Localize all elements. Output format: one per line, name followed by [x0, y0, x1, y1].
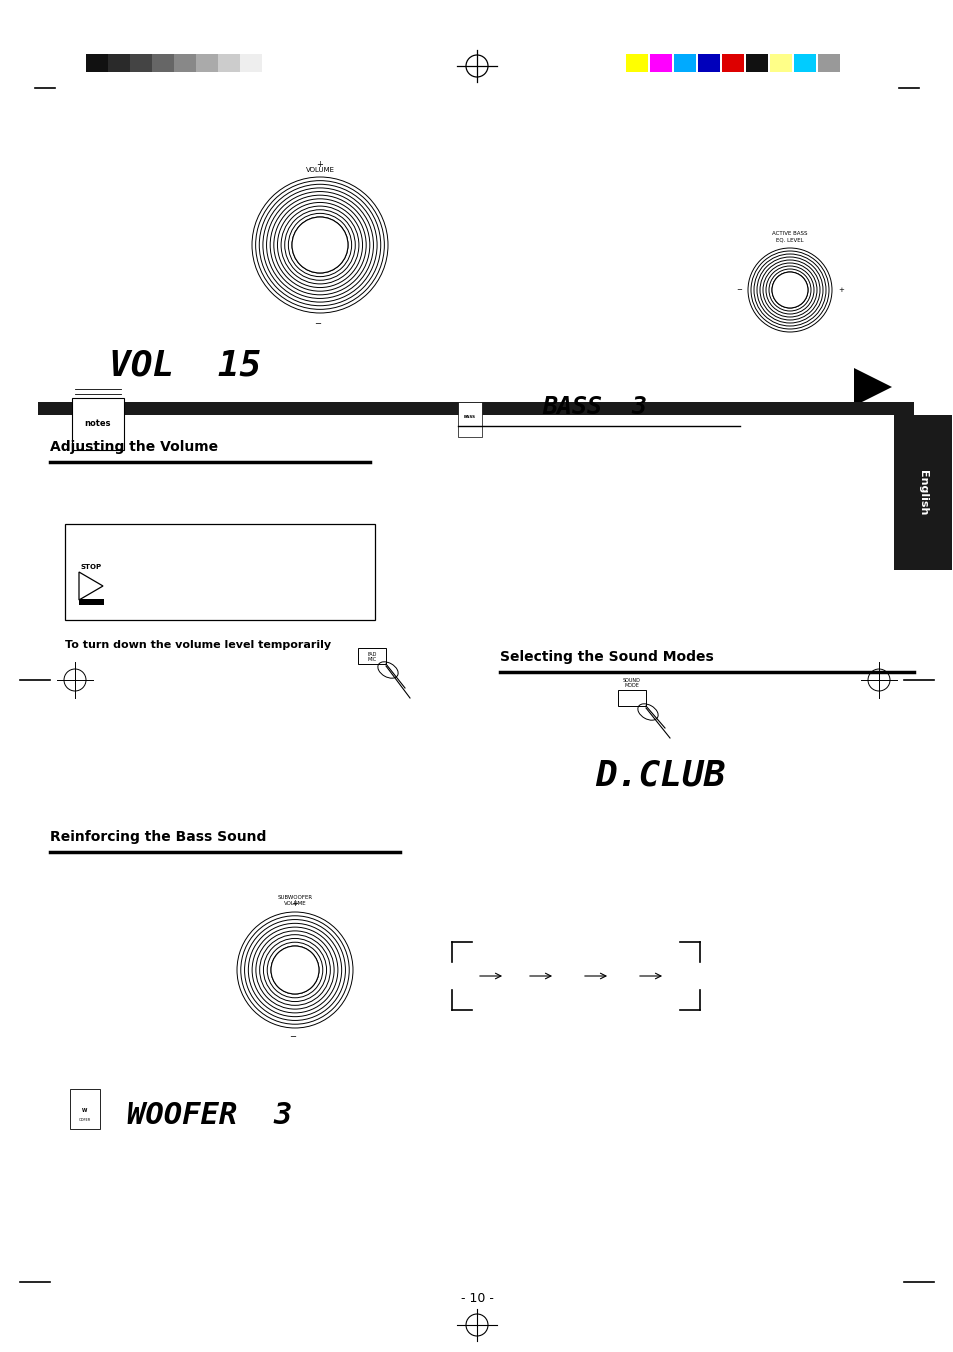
Circle shape: [771, 272, 807, 308]
Text: D.CLUB: D.CLUB: [594, 758, 724, 792]
Bar: [65, 525, 375, 621]
Text: - 10 -: - 10 -: [460, 1291, 493, 1305]
Bar: [673, 54, 696, 72]
Bar: [108, 54, 130, 72]
Text: −: −: [736, 287, 741, 293]
Polygon shape: [853, 368, 891, 406]
Text: SUBWOOFER
VOLUME: SUBWOOFER VOLUME: [277, 895, 313, 906]
Bar: [79, 599, 104, 604]
Circle shape: [292, 218, 348, 273]
Bar: [240, 54, 262, 72]
Bar: [769, 54, 791, 72]
Bar: [357, 648, 386, 664]
Text: VOL  15: VOL 15: [109, 347, 261, 383]
Text: To turn down the volume level temporarily: To turn down the volume level temporaril…: [65, 639, 331, 650]
Text: SOUND
MODE: SOUND MODE: [622, 677, 640, 688]
Text: VOLUME: VOLUME: [305, 168, 335, 173]
Bar: [195, 54, 218, 72]
Circle shape: [271, 946, 318, 994]
Bar: [86, 54, 108, 72]
Text: WOOFER  3: WOOFER 3: [127, 1101, 293, 1129]
Bar: [618, 690, 645, 706]
Text: OOFER: OOFER: [79, 1118, 91, 1122]
Bar: [649, 54, 671, 72]
Text: +: +: [837, 287, 843, 293]
Text: W: W: [82, 1107, 88, 1113]
Bar: [893, 415, 951, 571]
Text: +: +: [316, 160, 323, 169]
Bar: [625, 54, 647, 72]
Text: English: English: [917, 469, 927, 515]
Text: ACTIVE BASS
EQ. LEVEL: ACTIVE BASS EQ. LEVEL: [771, 231, 807, 242]
Bar: [218, 54, 240, 72]
Text: notes: notes: [85, 419, 112, 429]
Bar: [70, 1088, 100, 1129]
Bar: [698, 54, 720, 72]
Bar: [457, 402, 481, 437]
Bar: [152, 54, 173, 72]
Text: Adjusting the Volume: Adjusting the Volume: [50, 439, 218, 454]
Polygon shape: [79, 572, 103, 600]
Bar: [38, 402, 913, 415]
Text: Selecting the Sound Modes: Selecting the Sound Modes: [499, 650, 713, 664]
Text: FAD
MIC: FAD MIC: [367, 652, 376, 662]
Text: BASS  3: BASS 3: [542, 395, 647, 419]
Bar: [721, 54, 743, 72]
Text: STOP: STOP: [80, 564, 101, 571]
Text: −: −: [314, 319, 321, 329]
Bar: [745, 54, 767, 72]
Text: BASS: BASS: [463, 415, 476, 419]
Bar: [817, 54, 840, 72]
Bar: [130, 54, 152, 72]
Text: Reinforcing the Bass Sound: Reinforcing the Bass Sound: [50, 830, 266, 844]
Text: +: +: [292, 899, 298, 909]
Bar: [793, 54, 815, 72]
Bar: [71, 397, 124, 450]
Text: −: −: [289, 1032, 296, 1041]
Bar: [173, 54, 195, 72]
